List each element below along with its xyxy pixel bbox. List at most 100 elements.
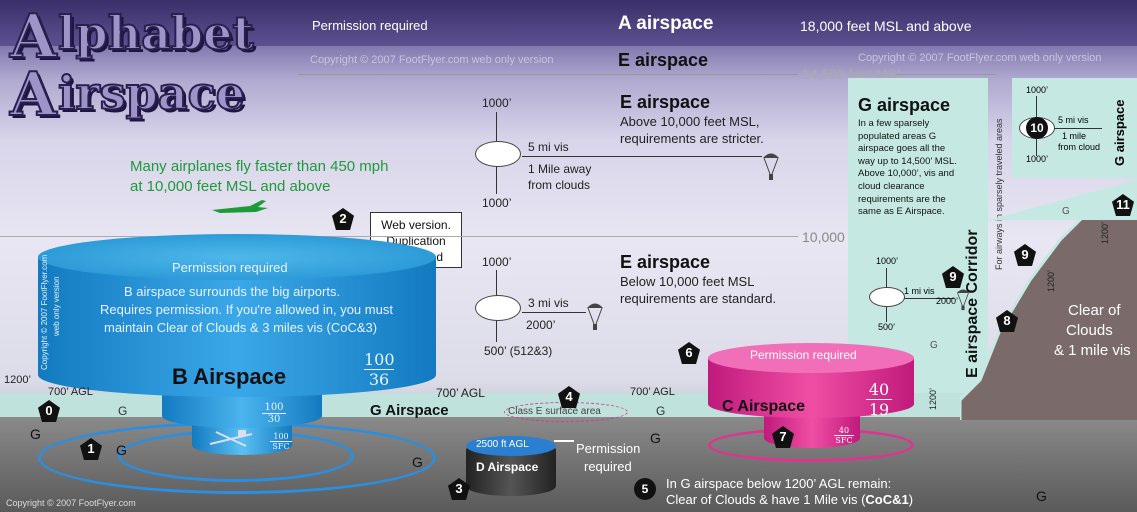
box10-bottom: 1000’ <box>1026 154 1049 164</box>
alt-1200-terrain3: 1200’ <box>1100 221 1110 244</box>
agl-left: 700’ AGL <box>48 386 93 398</box>
note5-l2c: ) <box>908 492 914 507</box>
d-top <box>466 436 556 456</box>
b-frac: 100 36 <box>364 350 395 389</box>
g-high-desc-7: same as E Airspace. <box>858 206 945 218</box>
g-glyph-5: G <box>412 454 423 470</box>
c-low-frac: 40 SFC <box>834 426 854 445</box>
box10-g-label: G airspace <box>1112 99 1127 167</box>
e-mid-hline <box>522 156 762 157</box>
g-airspace-name: G Airspace <box>370 402 449 419</box>
e-mid-away2: from clouds <box>528 178 591 192</box>
parachute-icon-e-low <box>587 303 603 330</box>
b-airspace-name: B Airspace <box>172 364 287 389</box>
line-14500-right <box>896 74 996 75</box>
badge-1: 1 <box>80 438 102 460</box>
badge-9: 9 <box>942 266 964 288</box>
copyright-web-right: Copyright © 2007 FootFlyer.com web only … <box>858 52 1102 64</box>
c-low-top: 40 <box>834 426 854 436</box>
box9-vis: 1 mi vis <box>904 286 935 296</box>
speed-note-1: Many airplanes fly faster than 450 mph <box>130 158 389 175</box>
box10-hline <box>1054 128 1102 129</box>
line-10000 <box>0 236 798 237</box>
clear-note-3: & 1 mile vis <box>1054 342 1131 359</box>
a-airspace-band <box>0 0 1137 46</box>
note5-l2b: CoC&1 <box>865 492 909 507</box>
e-mid-top: 1000’ <box>482 96 512 110</box>
cloud-icon-box9 <box>870 288 904 306</box>
b-desc1: B airspace surrounds the big airports. <box>124 284 341 299</box>
agl-mid: 700’ AGL <box>436 386 485 400</box>
cloud-icon-e-mid <box>476 142 520 166</box>
g-high-desc-5: cloud clearance <box>858 180 925 192</box>
box9-side: 2000’ <box>936 296 959 306</box>
c-low-bot: SFC <box>835 436 853 445</box>
badge-2: 2 <box>332 208 354 230</box>
e-mid-away1: 1 Mile away <box>528 162 592 176</box>
b-desc2: Requires permission. If you're allowed i… <box>100 302 393 317</box>
clear-note-2: Clouds <box>1066 322 1113 339</box>
e-mid-name: E airspace <box>620 92 711 112</box>
speed-note-2: at 10,000 feet MSL and above <box>130 178 331 195</box>
parachute-icon-box9 <box>956 289 970 311</box>
d-permission2: required <box>584 459 632 474</box>
alt-1200-terrain1: 1200’ <box>928 387 938 410</box>
badge-9-terrain: 9 <box>1014 244 1036 266</box>
b-side-copy: Copyright © 2007 FootFlyer.com <box>40 254 49 370</box>
alt-1200-left: 1200’ <box>4 374 31 386</box>
line-14500 <box>298 74 798 75</box>
b-low-bot: SFC <box>272 442 290 451</box>
note5-l2a: Clear of Clouds & have 1 Mile vis ( <box>666 492 866 507</box>
e-mid-vis: 5 mi vis <box>528 140 569 154</box>
e-mid-desc2: requirements are stricter. <box>620 131 764 146</box>
box10-top: 1000’ <box>1026 85 1049 95</box>
d-pointer <box>554 440 574 442</box>
c-permission: Permission required <box>750 348 857 362</box>
g-glyph-3: G <box>30 426 41 442</box>
g-glyph-7: G <box>1036 488 1047 504</box>
badge-11: 11 <box>1112 194 1134 216</box>
badge-4: 4 <box>558 386 580 408</box>
g-high-desc-4: Above 10,000’, vis and <box>858 168 955 180</box>
g-high-desc-3: way up to 14,500’ MSL. <box>858 155 957 167</box>
title-letter-a2: A <box>9 59 58 131</box>
e-mid-desc1: Above 10,000 feet MSL, <box>620 114 760 129</box>
b-low-top: 100 <box>270 432 292 442</box>
e-low-name: E airspace <box>620 252 711 272</box>
b-top <box>38 234 436 280</box>
box10-vis: 5 mi vis <box>1058 115 1089 125</box>
note5-line2: Clear of Clouds & have 1 Mile vis (CoC&1… <box>666 492 913 507</box>
b-mid-top: 100 <box>262 402 286 414</box>
b-frac-bot: 36 <box>368 370 390 389</box>
g-high-name: G airspace <box>858 95 951 115</box>
a-altitude: 18,000 feet MSL and above <box>800 18 972 34</box>
b-frac-top: 100 <box>364 350 395 370</box>
title-line1: lphabet <box>57 5 255 61</box>
parachute-icon-e-mid <box>763 153 779 180</box>
a-permission: Permission required <box>312 18 428 33</box>
box10-d1: 1 mile <box>1062 131 1087 141</box>
g-glyph-4: G <box>116 442 127 458</box>
clear-note-1: Clear of <box>1068 302 1121 319</box>
title-line2: irspace <box>57 65 246 121</box>
box9-top: 1000’ <box>876 256 899 266</box>
badge-0: 0 <box>38 400 60 422</box>
e-mid-bottom: 1000’ <box>482 196 512 210</box>
c-frac: 40 19 <box>866 380 892 419</box>
g-high-desc-1: populated areas G <box>858 130 937 142</box>
c-frac-bot: 19 <box>868 400 890 419</box>
e-upper-name: E airspace <box>618 50 709 70</box>
d-permission1: Permission <box>576 441 641 456</box>
g-glyph-8: G <box>1062 206 1070 217</box>
b-low-frac: 100 SFC <box>270 432 292 451</box>
b-mid-frac: 100 30 <box>262 402 286 425</box>
e-low-desc2: requirements are standard. <box>620 291 777 306</box>
e-low-side: 2000’ <box>526 318 556 332</box>
alt-1200-terrain2: 1200’ <box>1046 269 1056 292</box>
d-airspace-name: D Airspace <box>476 460 539 474</box>
box9-bottom: 500’ <box>878 322 896 332</box>
agl-right: 700’ AGL <box>630 386 675 398</box>
a-airspace-name: A airspace <box>618 13 714 34</box>
g-high-desc-0: In a few sparsely <box>858 118 930 129</box>
